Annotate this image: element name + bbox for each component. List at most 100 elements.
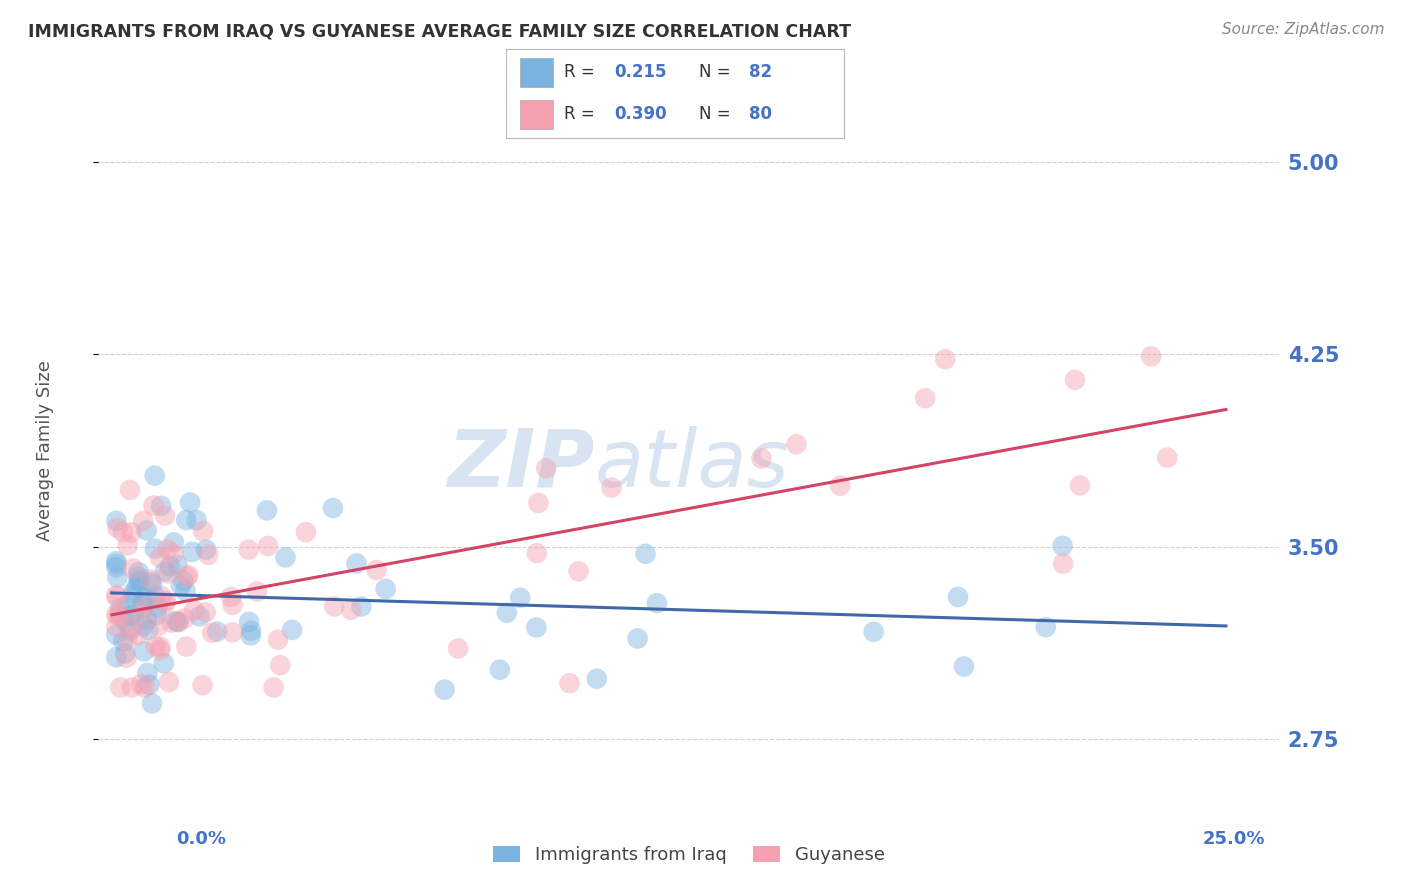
Point	[830, 478, 852, 492]
Point	[105, 588, 128, 602]
Point	[323, 599, 346, 614]
Point	[114, 647, 136, 661]
Point	[128, 565, 150, 579]
Point	[105, 607, 128, 622]
Point	[120, 624, 142, 638]
Point	[127, 569, 149, 583]
Point	[162, 547, 184, 561]
Point	[115, 633, 138, 648]
FancyBboxPatch shape	[520, 58, 554, 87]
Point	[150, 589, 173, 603]
Point	[181, 545, 204, 559]
Point	[489, 663, 512, 677]
Point	[568, 565, 591, 579]
Point	[108, 601, 131, 615]
Point	[197, 548, 219, 562]
Point	[105, 590, 128, 604]
Point	[179, 495, 201, 509]
Text: Source: ZipAtlas.com: Source: ZipAtlas.com	[1222, 22, 1385, 37]
Point	[256, 503, 278, 517]
Text: N =: N =	[699, 105, 735, 123]
Point	[433, 682, 456, 697]
Point	[122, 585, 145, 599]
Point	[134, 591, 156, 605]
Point	[263, 681, 285, 695]
Text: IMMIGRANTS FROM IRAQ VS GUYANESE AVERAGE FAMILY SIZE CORRELATION CHART: IMMIGRANTS FROM IRAQ VS GUYANESE AVERAGE…	[28, 22, 851, 40]
Text: atlas: atlas	[595, 425, 789, 504]
Point	[153, 565, 176, 579]
Point	[295, 525, 318, 540]
Point	[267, 632, 290, 647]
Point	[177, 568, 200, 582]
Point	[447, 641, 470, 656]
Point	[350, 599, 373, 614]
Point	[186, 513, 208, 527]
Point	[238, 542, 260, 557]
Point	[145, 639, 167, 653]
Point	[934, 352, 956, 367]
Point	[281, 623, 304, 637]
Point	[534, 461, 557, 475]
Point	[634, 547, 657, 561]
Point	[118, 483, 141, 497]
Point	[1156, 450, 1178, 465]
Point	[134, 681, 156, 695]
Point	[1052, 539, 1074, 553]
Text: ZIP: ZIP	[447, 425, 595, 504]
Point	[176, 640, 198, 654]
Point	[914, 391, 936, 405]
Point	[157, 675, 180, 690]
FancyBboxPatch shape	[520, 100, 554, 129]
Text: 80: 80	[749, 105, 772, 123]
Point	[149, 643, 172, 657]
Point	[105, 514, 128, 528]
Point	[156, 542, 179, 557]
Point	[239, 628, 262, 642]
Point	[107, 608, 129, 623]
Text: 82: 82	[749, 63, 772, 81]
Point	[238, 615, 260, 629]
Point	[1035, 620, 1057, 634]
Point	[170, 578, 193, 592]
Point	[115, 650, 138, 665]
Point	[221, 625, 243, 640]
Point	[163, 535, 186, 549]
Point	[953, 659, 976, 673]
Point	[183, 603, 205, 617]
Point	[1069, 478, 1091, 492]
Point	[340, 603, 363, 617]
Point	[108, 681, 131, 695]
Point	[374, 582, 396, 596]
Point	[191, 524, 214, 538]
Point	[132, 618, 155, 632]
Point	[153, 657, 176, 671]
Legend: Immigrants from Iraq, Guyanese: Immigrants from Iraq, Guyanese	[486, 838, 891, 871]
Point	[117, 538, 139, 552]
Point	[118, 608, 141, 623]
Text: N =: N =	[699, 63, 735, 81]
Point	[105, 619, 128, 633]
Point	[105, 571, 128, 585]
Point	[366, 563, 388, 577]
Point	[121, 681, 143, 695]
Point	[134, 600, 156, 615]
Text: 25.0%: 25.0%	[1204, 830, 1265, 847]
Point	[142, 499, 165, 513]
Point	[128, 574, 150, 589]
Point	[174, 513, 197, 527]
Point	[150, 499, 173, 513]
Point	[120, 621, 142, 635]
Point	[132, 514, 155, 528]
Point	[165, 614, 187, 628]
Point	[131, 609, 153, 624]
Point	[269, 658, 291, 673]
Point	[112, 634, 135, 648]
Point	[201, 625, 224, 640]
Text: 0.215: 0.215	[614, 63, 666, 81]
Point	[160, 615, 183, 630]
Point	[132, 644, 155, 658]
Point	[219, 590, 242, 604]
Point	[146, 600, 169, 615]
Point	[600, 481, 623, 495]
Point	[136, 623, 159, 637]
